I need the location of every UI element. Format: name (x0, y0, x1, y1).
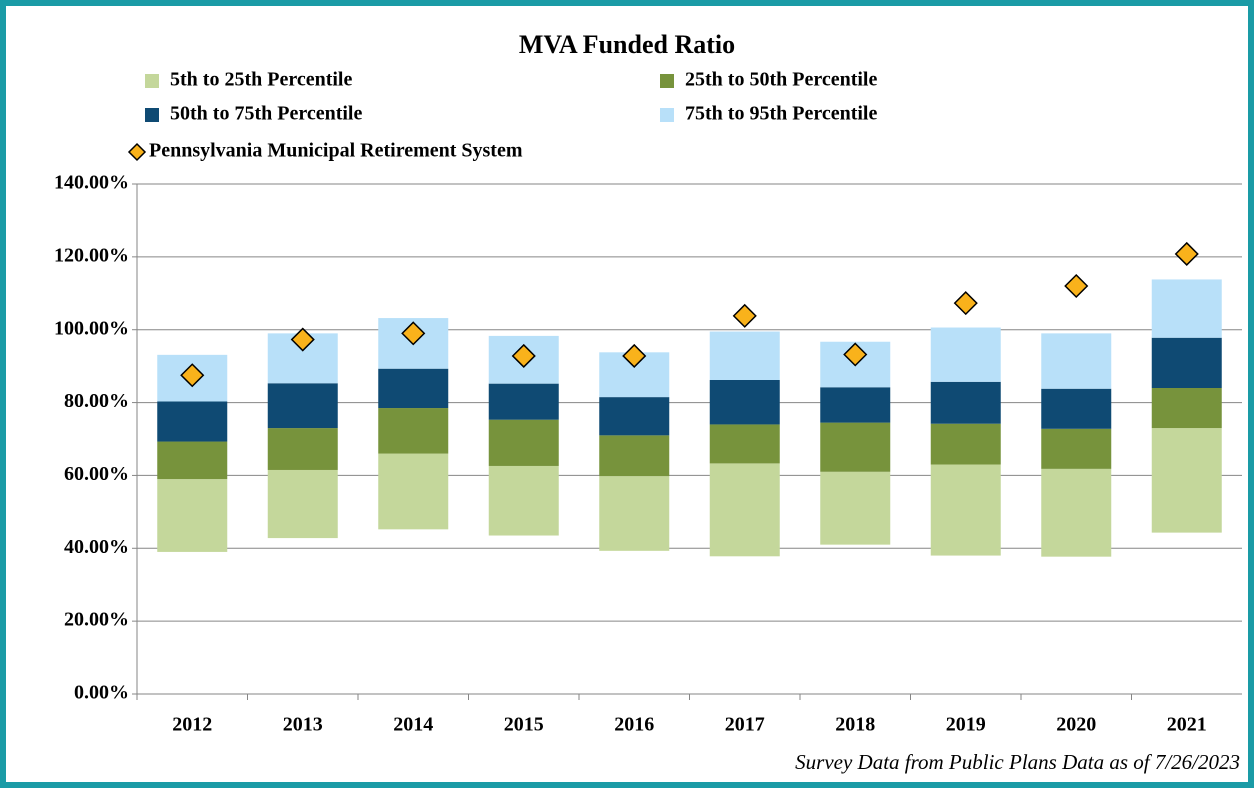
bar-segment (599, 476, 670, 551)
legend-label: 50th to 75th Percentile (170, 103, 362, 125)
x-tick-label: 2020 (1056, 714, 1096, 736)
y-tick-label: 140.00% (54, 172, 129, 194)
bar-segment (157, 401, 228, 442)
bar-segment (378, 408, 449, 454)
bar-segment (157, 479, 228, 552)
bar-segment (267, 383, 338, 429)
legend-swatch (145, 74, 159, 88)
bar-segment (1041, 428, 1112, 469)
legend-label: 5th to 25th Percentile (170, 69, 352, 91)
y-tick-label: 60.00% (64, 463, 129, 485)
legend-swatch (127, 142, 147, 162)
x-tick-label: 2016 (614, 714, 654, 736)
marker (1064, 273, 1089, 299)
bar-segment (1041, 388, 1112, 429)
marker (622, 343, 647, 369)
bar-segment (488, 419, 559, 466)
bar-segment (1041, 333, 1112, 389)
legend-label: 25th to 50th Percentile (685, 69, 877, 91)
bar-segment (378, 368, 449, 409)
y-tick-label: 40.00% (64, 536, 129, 558)
bar-segment (709, 463, 780, 557)
x-tick-label: 2015 (504, 714, 544, 736)
bar-segment (709, 424, 780, 464)
source-note: Survey Data from Public Plans Data as of… (795, 750, 1240, 774)
marker (1174, 241, 1199, 267)
bar-segment (599, 435, 670, 477)
x-tick-label: 2018 (835, 714, 875, 736)
bar-segment (1041, 468, 1112, 557)
bar-segment (488, 465, 559, 536)
marker (290, 327, 315, 352)
y-tick-label: 0.00% (74, 682, 129, 704)
bar-segment (488, 383, 559, 420)
marker (732, 303, 757, 328)
x-tick-label: 2019 (946, 714, 986, 736)
bar-segment (599, 397, 670, 436)
x-tick-label: 2017 (725, 714, 765, 736)
bar-segment (1151, 337, 1222, 388)
y-tick-label: 100.00% (54, 317, 129, 339)
bar-segment (820, 387, 891, 423)
x-tick-label: 2012 (172, 714, 212, 736)
marker (953, 291, 978, 316)
bar-segment (930, 423, 1001, 465)
y-tick-label: 20.00% (64, 609, 129, 631)
legend-swatch (660, 74, 674, 88)
bar-segment (820, 471, 891, 545)
bar-segment (1151, 428, 1222, 533)
marker (843, 342, 868, 367)
bar-segment (1151, 279, 1222, 338)
bar-segment (820, 422, 891, 472)
y-tick-label: 120.00% (54, 244, 129, 266)
bar-segment (267, 428, 338, 470)
bar-segment (709, 379, 780, 425)
x-tick-label: 2013 (283, 714, 323, 736)
bar-segment (930, 327, 1001, 382)
legend-label: Pennsylvania Municipal Retirement System (149, 140, 523, 162)
bar-segment (378, 453, 449, 530)
bar-segment (930, 381, 1001, 424)
bar-segment (709, 331, 780, 380)
bar-segment (1151, 388, 1222, 429)
chart-title: MVA Funded Ratio (519, 30, 735, 59)
bar-segment (157, 441, 228, 480)
legend-swatch (660, 108, 674, 122)
marker (511, 343, 536, 369)
legend-swatch (145, 108, 159, 122)
bar-segment (930, 464, 1001, 556)
bar-segment (267, 469, 338, 539)
marker (401, 321, 426, 346)
x-tick-label: 2014 (393, 714, 433, 736)
marker (180, 363, 205, 388)
y-tick-label: 80.00% (64, 390, 129, 412)
x-tick-label: 2021 (1167, 714, 1207, 736)
legend-label: 75th to 95th Percentile (685, 103, 877, 125)
